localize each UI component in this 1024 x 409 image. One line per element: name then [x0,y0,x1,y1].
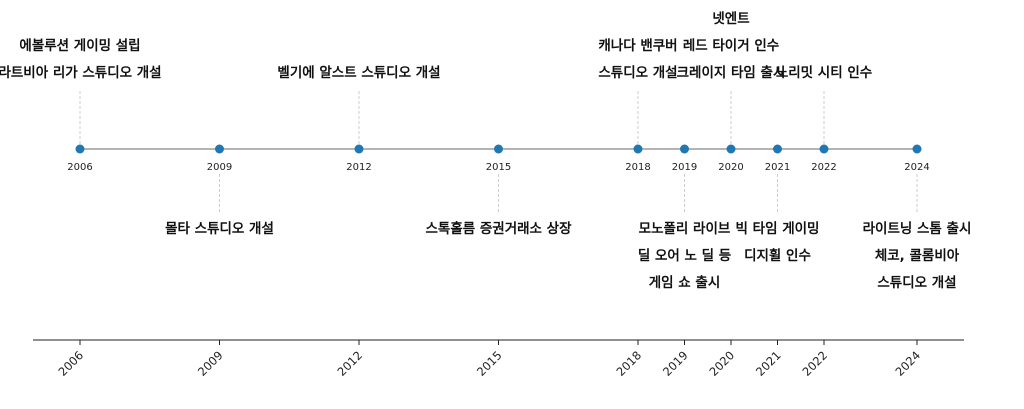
event-point-2009 [215,144,224,154]
event-label-2024-2: 체코, 콜롬비아 [875,247,960,264]
event-point-2006 [75,144,85,154]
event-label-2019-3: 게임 쇼 출시 [649,274,721,291]
event-label-2006-1: 에볼루션 게이밍 설립 [19,37,140,54]
event-label-2021-2: 디지휠 인수 [744,247,811,264]
year-label-2006: 2006 [67,162,92,173]
event-label-2022-1: 노리밋 시티 인수 [776,64,872,81]
event-label-2019-1: 모노폴리 라이브 [639,220,731,237]
event-point-2018 [633,144,643,154]
event-label-2020-2: 레드 타이거 인수 [683,37,779,54]
x-tick-label-2018: 2018 [614,348,645,379]
year-label-2021: 2021 [765,162,790,173]
x-tick-label-2006: 2006 [56,348,87,379]
event-point-2021 [773,144,782,154]
event-label-2020-1: 넷엔트 [712,10,750,27]
event-label-2024-1: 라이트닝 스톰 출시 [863,220,972,237]
year-label-2018: 2018 [625,162,650,173]
event-label-2018-2: 스튜디오 개설 [598,65,677,81]
x-tick-label-2020: 2020 [707,348,738,379]
x-tick-label-2024: 2024 [893,348,924,379]
event-point-2015 [494,144,503,154]
year-label-2015: 2015 [486,162,511,173]
year-label-2009: 2009 [207,162,232,173]
x-tick-label-2019: 2019 [660,348,691,379]
year-label-2020: 2020 [718,162,743,173]
year-label-2024: 2024 [904,162,929,173]
event-point-2020 [726,144,736,154]
year-label-2012: 2012 [346,162,371,173]
x-tick-label-2022: 2022 [800,348,831,379]
x-tick-label-2015: 2015 [474,348,505,379]
event-label-2021-1: 빅 타임 게이밍 [736,220,820,237]
event-point-2012 [354,144,364,154]
year-label-2022: 2022 [811,162,836,173]
year-label-2019: 2019 [672,162,697,173]
event-label-2012-1: 벨기에 알스트 스튜디오 개설 [277,65,440,81]
event-label-2018-1: 캐나다 밴쿠버 [598,37,677,54]
event-point-2024 [912,144,922,154]
x-tick-label-2021: 2021 [753,348,784,379]
event-point-2019 [680,144,689,154]
x-tick-label-2012: 2012 [335,348,366,379]
event-label-2006-2: 라트비아 리가 스튜디오 개설 [0,64,162,81]
event-point-2022 [819,144,829,154]
x-tick-label-2009: 2009 [195,348,226,379]
event-label-2015-1: 스톡홀름 증권거래소 상장 [425,220,572,237]
event-label-2020-3: 크레이지 타임 출시 [677,64,786,81]
event-label-2019-2: 딜 오어 노 딜 등 [638,247,731,264]
event-label-2024-3: 스튜디오 개설 [877,275,956,291]
event-label-2009-1: 몰타 스튜디오 개설 [165,221,274,237]
